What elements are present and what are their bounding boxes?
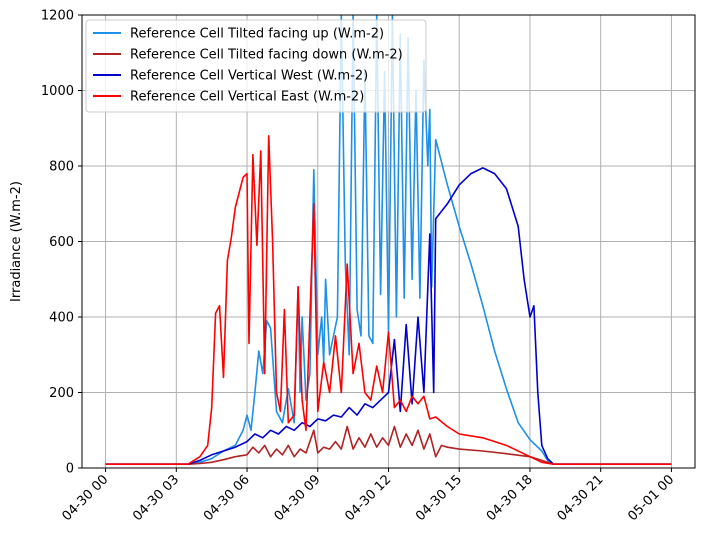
series-lines [105,15,672,466]
x-tick-label: 04-30 15 [413,472,465,524]
x-tick-label: 04-30 03 [130,472,182,524]
x-axis: 04-30 00 04-30 03 04-30 06 04-30 09 04-30 12… [59,468,677,524]
x-tick-label: 04-30 12 [342,472,394,524]
y-tick-label: 400 [49,311,74,326]
legend-label: Reference Cell Tilted facing up (W.m-2) [130,27,384,42]
legend-box [85,19,427,113]
x-tick-label: 04-30 21 [555,472,607,524]
y-tick-label: 0 [66,462,74,477]
legend-label: Reference Cell Vertical East (W.m-2) [130,90,364,105]
legend-label: Reference Cell Tilted facing down (W.m-2… [130,48,403,63]
y-tick-label: 800 [49,160,74,175]
x-tick-label: 04-30 09 [272,472,324,524]
y-tick-label: 1000 [41,84,74,99]
x-tick-label: 05-01 00 [625,472,677,524]
y-tick-label: 1200 [41,9,74,24]
y-axis-label: Irradiance (W.m-2) [9,181,24,302]
series-line-2 [105,425,672,466]
series-line-4 [105,135,672,466]
series-line-1 [105,15,672,466]
y-axis: 0 200 400 600 800 1000 1200 [41,9,82,477]
legend-label: Reference Cell Vertical West (W.m-2) [130,69,368,84]
x-tick-label: 04-30 06 [201,472,253,524]
x-tick-label: 04-30 00 [59,472,111,524]
series-line-3 [105,167,672,466]
x-tick-label: 04-30 18 [484,472,536,524]
y-tick-label: 200 [49,386,74,401]
legend: Reference Cell Tilted facing up (W.m-2) R… [85,19,427,113]
y-tick-label: 600 [49,235,74,250]
